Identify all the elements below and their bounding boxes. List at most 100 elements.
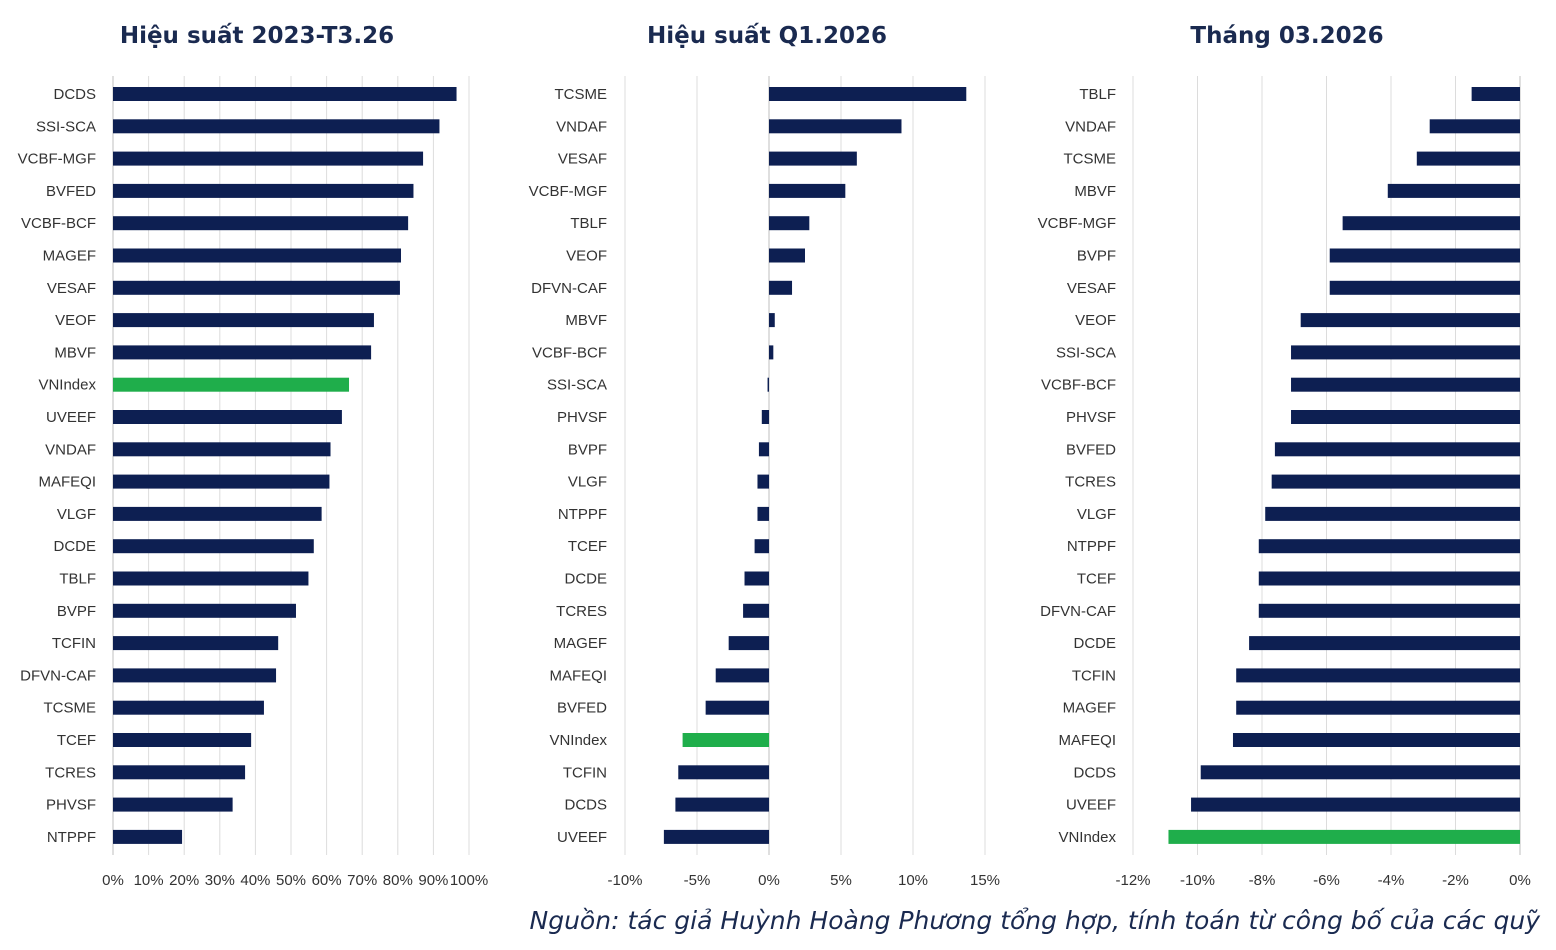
bar-uveef (1191, 797, 1520, 812)
bar-vnindex (1168, 829, 1520, 844)
bar-vndaf (113, 442, 331, 457)
bar-vnindex (113, 377, 350, 392)
bar-vcbf-bcf (769, 345, 774, 360)
category-label: PHVSF (46, 797, 96, 814)
bar-dfvn-caf (769, 280, 793, 295)
tick-label: 5% (830, 872, 852, 889)
category-label: VEOF (1075, 312, 1116, 329)
bar-dcde (113, 539, 314, 554)
bar-dfvn-caf (113, 668, 277, 683)
category-label: TBLF (1079, 86, 1116, 103)
bar-veof (769, 248, 805, 263)
bar-tcres (743, 603, 769, 618)
bar-uveef (113, 410, 342, 424)
tick-label: 30% (205, 872, 235, 889)
category-label: TBLF (570, 215, 607, 232)
category-label: VEOF (566, 247, 607, 264)
bar-vlgf (113, 506, 322, 521)
bar-ssi-sca (767, 377, 769, 392)
category-label: DCDS (1073, 764, 1116, 781)
bar-tcfin (1236, 668, 1520, 683)
bar-tcef (754, 539, 769, 554)
category-label: BVFED (1066, 441, 1116, 458)
tick-label: -10% (607, 872, 642, 889)
category-label: MBVF (1074, 183, 1116, 200)
bar-tcef (1258, 571, 1520, 586)
tick-label: 0% (758, 872, 780, 889)
bar-mafeqi (1232, 733, 1520, 747)
category-label: TCSME (1064, 151, 1117, 168)
category-label: BVFED (557, 700, 607, 717)
bar-tcef (113, 733, 252, 747)
bar-tblf (113, 571, 309, 586)
tick-label: 20% (169, 872, 199, 889)
tick-label: -4% (1378, 872, 1405, 889)
category-label: NTPPF (558, 506, 607, 523)
bar-ntppf (113, 829, 183, 844)
tick-label: 50% (276, 872, 306, 889)
bar-vndaf (769, 119, 902, 134)
bar-ntppf (1258, 539, 1520, 554)
category-label: VNIndex (549, 732, 607, 749)
tick-label: -5% (684, 872, 711, 889)
category-label: MAFEQI (1058, 732, 1116, 749)
tick-label: 80% (383, 872, 413, 889)
category-label: NTPPF (1067, 538, 1116, 555)
bar-dcds (113, 87, 457, 101)
category-label: DFVN-CAF (531, 280, 607, 297)
category-label: DCDE (564, 570, 607, 587)
category-label: MAFEQI (549, 667, 607, 684)
bar-dcde (1249, 636, 1520, 651)
bar-ntppf (757, 506, 769, 521)
bar-vnindex (682, 733, 769, 747)
category-label: VESAF (47, 280, 96, 297)
category-label: MBVF (565, 312, 607, 329)
bar-tblf (769, 216, 810, 231)
bar-magef (1236, 700, 1520, 715)
category-label: TCRES (1065, 474, 1116, 491)
chart-title: Hiệu suất 2023-T3.26 (120, 22, 394, 49)
category-label: DCDE (1073, 635, 1116, 652)
bar-tcres (1271, 474, 1520, 489)
category-label: SSI-SCA (547, 377, 607, 394)
tick-label: -2% (1442, 872, 1469, 889)
tick-label: 15% (970, 872, 1000, 889)
bar-vcbf-mgf (1342, 216, 1520, 231)
category-label: BVPF (57, 603, 96, 620)
bar-mbvf (769, 313, 775, 328)
bar-veof (113, 313, 374, 328)
category-label: VNIndex (38, 377, 96, 394)
category-label: DFVN-CAF (20, 667, 96, 684)
bar-ssi-sca (113, 119, 440, 134)
category-label: TCSME (44, 700, 97, 717)
category-label: VLGF (57, 506, 96, 523)
bar-bvpf (1329, 248, 1520, 263)
category-label: VCBF-MGF (18, 151, 96, 168)
tick-label: 100% (450, 872, 488, 889)
category-label: TCEF (57, 732, 96, 749)
category-label: VLGF (568, 474, 607, 491)
category-label: VNDAF (556, 118, 607, 135)
chart-1: Hiệu suất 2023-T3.26 0% 10% 20% 30% 40% 50% 60%… (18, 22, 489, 889)
category-label: TCSME (555, 86, 608, 103)
category-label: SSI-SCA (36, 118, 96, 135)
bar-tcsme (1416, 151, 1520, 166)
category-label: PHVSF (1066, 409, 1116, 426)
category-label: TCFIN (1072, 667, 1116, 684)
category-label: BVFED (46, 183, 96, 200)
bar-phvsf (761, 410, 769, 424)
bar-vcbf-bcf (1291, 377, 1520, 392)
category-label: VESAF (558, 151, 607, 168)
bar-veof (1300, 313, 1520, 328)
chart-3: Tháng 03.2026 -12% -10% -8% -6% -4% -2% 0% TBLF V… (1038, 23, 1531, 889)
category-label: TCRES (45, 764, 96, 781)
category-label: VCBF-BCF (532, 344, 607, 361)
tick-label: 10% (134, 872, 164, 889)
bar-vesaf (1329, 280, 1520, 295)
tick-label: 70% (347, 872, 377, 889)
tick-label: 0% (102, 872, 124, 889)
chart-2: Hiệu suất Q1.2026 -10% -5% 0% 5% 10% 15% TCSME V… (529, 22, 1000, 889)
category-label: SSI-SCA (1056, 344, 1116, 361)
bar-dcde (744, 571, 769, 586)
